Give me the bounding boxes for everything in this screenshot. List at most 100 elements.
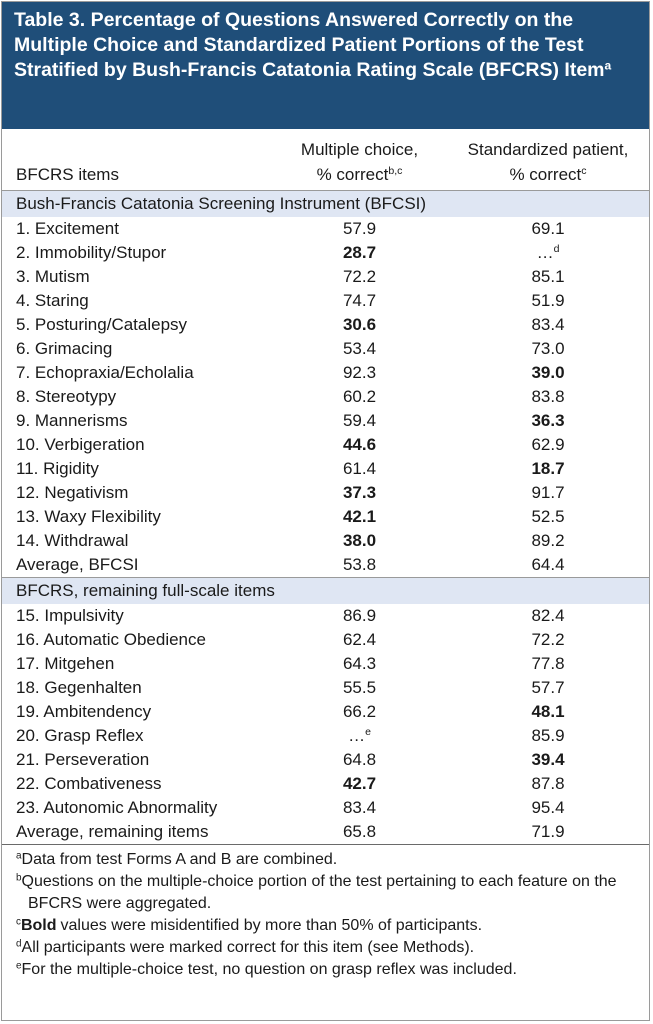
footnote: cBold values were misidentified by more t… — [16, 915, 639, 937]
footnote-text: Bold — [20, 917, 57, 934]
table-row: 13. Waxy Flexibility 42.1 52.5 — [2, 505, 649, 529]
section-row: BFCRS, remaining full-scale items — [2, 577, 649, 604]
row-label: 6. Grimacing — [16, 339, 113, 358]
cell-value: 52.5 — [531, 507, 565, 526]
cell-text: 42.7 — [342, 774, 377, 793]
table-row: 1. Excitement 57.9 69.1 — [2, 217, 649, 241]
cell-value: 39.4 — [447, 748, 649, 772]
table-row: 10. Verbigeration 44.6 62.9 — [2, 433, 649, 457]
cell-text: 38.0 — [342, 531, 377, 550]
table-section: Bush-Francis Catatonia Screening Instrum… — [2, 190, 649, 578]
cell-footnote-mark: d — [553, 243, 560, 256]
row-label: 5. Posturing/Catalepsy — [16, 315, 188, 334]
footnote-text: Questions on the multiple-choice portion… — [21, 873, 617, 912]
cell-value: 38.0 — [272, 529, 447, 553]
table-header: BFCRS items Multiple choice,% correctb,c S… — [2, 137, 649, 191]
cell-value: 83.8 — [531, 387, 565, 406]
cell-value: 51.9 — [531, 291, 565, 310]
table-row: 17. Mitgehen 64.3 77.8 — [2, 652, 649, 676]
footnote: dAll participants were marked correct fo… — [16, 937, 639, 959]
cell-text: … — [348, 726, 366, 745]
row-label: 7. Echopraxia/Echolalia — [16, 363, 194, 382]
row-label: 13. Waxy Flexibility — [16, 507, 161, 526]
cell-text: 42.1 — [342, 507, 377, 526]
title-text: Table 3. Percentage of Questions Answere… — [14, 9, 605, 81]
table-row: 23. Autonomic Abnormality 83.4 95.4 — [2, 796, 649, 820]
cell-value: 72.2 — [531, 630, 565, 649]
table-section: BFCRS, remaining full-scale items 15. Imp… — [2, 577, 649, 845]
footnote-mark: d — [16, 938, 22, 950]
cell-value: 18.7 — [447, 457, 649, 481]
footnote-mark: b — [16, 872, 22, 884]
header-line: Standardized patient, — [467, 140, 629, 159]
cell-value: 71.9 — [531, 822, 565, 841]
section-row: Bush-Francis Catatonia Screening Instrum… — [2, 190, 649, 217]
cell-value: 30.6 — [272, 313, 447, 337]
cell-text: 39.0 — [531, 363, 565, 382]
cell-value: 62.9 — [531, 435, 565, 454]
row-label: 20. Grasp Reflex — [16, 726, 144, 745]
table-row: 5. Posturing/Catalepsy 30.6 83.4 — [2, 313, 649, 337]
cell-text: 39.4 — [531, 750, 565, 769]
cell-text: 37.3 — [342, 483, 377, 502]
column-header: Standardized patient, % correctc — [447, 137, 649, 191]
column-header: Multiple choice, % correctb,c — [272, 137, 447, 191]
section-heading: Bush-Francis Catatonia Screening Instrum… — [2, 190, 649, 217]
cell-value: 64.3 — [342, 654, 377, 673]
cell-value: 48.1 — [447, 700, 649, 724]
cell-text: 18.7 — [531, 459, 565, 478]
footnote-mark: c — [16, 916, 21, 928]
row-label: 3. Mutism — [16, 267, 90, 286]
cell-value: 85.1 — [531, 267, 565, 286]
table-row: 15. Impulsivity 86.9 82.4 — [2, 604, 649, 628]
cell-value: 44.6 — [272, 433, 447, 457]
cell-value: 61.4 — [342, 459, 377, 478]
footnote: bQuestions on the multiple-choice portio… — [16, 871, 639, 915]
cell-value: 55.5 — [342, 678, 377, 697]
row-label: 22. Combativeness — [16, 774, 162, 793]
cell-value: 83.4 — [342, 798, 377, 817]
cell-footnote-mark: e — [365, 726, 371, 739]
cell-value: 89.2 — [531, 531, 565, 550]
cell-value: 91.7 — [531, 483, 565, 502]
footnote-mark: a — [16, 850, 22, 862]
footnote: eFor the multiple-choice test, no questi… — [16, 959, 639, 981]
table-row: Average, BFCSI 53.8 64.4 — [2, 553, 649, 578]
table-row: 22. Combativeness 42.7 87.8 — [2, 772, 649, 796]
cell-value: 77.8 — [531, 654, 565, 673]
header-row: BFCRS items Multiple choice,% correctb,c S… — [2, 137, 649, 191]
table-row: 16. Automatic Obedience 62.4 72.2 — [2, 628, 649, 652]
row-label: 4. Staring — [16, 291, 89, 310]
cell-value: 42.7 — [272, 772, 447, 796]
header-footnote-mark: b,c — [388, 165, 403, 178]
table-row: 2. Immobility/Stupor 28.7 …d — [2, 241, 649, 265]
table-row: 20. Grasp Reflex …e 85.9 — [2, 724, 649, 748]
table-row: 3. Mutism 72.2 85.1 — [2, 265, 649, 289]
header-line: BFCRS items — [16, 165, 119, 184]
header-line: Multiple choice, — [300, 140, 419, 159]
row-label: 8. Stereotypy — [16, 387, 117, 406]
table-row: 21. Perseveration 64.8 39.4 — [2, 748, 649, 772]
footnote-mark: e — [16, 960, 22, 972]
row-label: Average, remaining items — [16, 822, 209, 841]
cell-text: 44.6 — [342, 435, 377, 454]
data-table: BFCRS items Multiple choice,% correctb,c S… — [2, 137, 649, 845]
table-row: 6. Grimacing 53.4 73.0 — [2, 337, 649, 361]
cell-value: 57.9 — [342, 219, 377, 238]
cell-value: …d — [447, 241, 649, 265]
cell-value: 82.4 — [531, 606, 565, 625]
cell-value: 66.2 — [342, 702, 377, 721]
row-label: 12. Negativism — [16, 483, 129, 502]
cell-text: 30.6 — [342, 315, 377, 334]
table-row: 8. Stereotypy 60.2 83.8 — [2, 385, 649, 409]
cell-value: 72.2 — [342, 267, 377, 286]
table-row: 14. Withdrawal 38.0 89.2 — [2, 529, 649, 553]
cell-text: 36.3 — [531, 411, 565, 430]
cell-value: 28.7 — [272, 241, 447, 265]
row-label: 15. Impulsivity — [16, 606, 124, 625]
row-label: 18. Gegenhalten — [16, 678, 142, 697]
cell-value: 92.3 — [342, 363, 377, 382]
table-row: 18. Gegenhalten 55.5 57.7 — [2, 676, 649, 700]
cell-value: 60.2 — [342, 387, 377, 406]
row-label: 23. Autonomic Abnormality — [16, 798, 218, 817]
